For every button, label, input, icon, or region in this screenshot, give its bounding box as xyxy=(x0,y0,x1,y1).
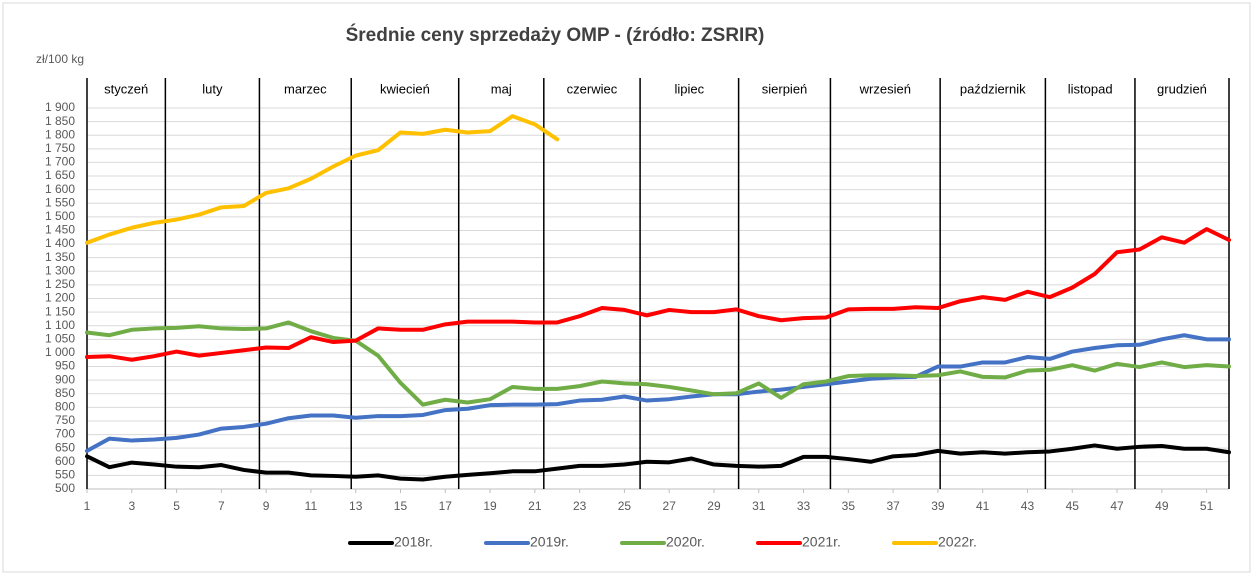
month-label: październik xyxy=(960,81,1026,96)
y-tick-label: 1 700 xyxy=(45,155,75,169)
y-tick-label: 1 050 xyxy=(45,331,75,345)
month-label: listopad xyxy=(1068,81,1113,96)
x-tick-label: 11 xyxy=(305,499,318,513)
x-tick-label: 15 xyxy=(394,499,408,513)
y-tick-label: 500 xyxy=(55,481,75,495)
month-label: sierpień xyxy=(762,81,808,96)
x-tick-label: 17 xyxy=(439,499,453,513)
month-label: czerwiec xyxy=(567,81,618,96)
x-tick-label: 49 xyxy=(1155,499,1169,513)
y-tick-label: 1 300 xyxy=(45,263,75,277)
x-tick-label: 47 xyxy=(1110,499,1124,513)
y-tick-label: 1 900 xyxy=(45,100,75,114)
legend-label: 2021r. xyxy=(802,534,841,550)
y-tick-label: 1 350 xyxy=(45,250,75,264)
x-tick-label: 19 xyxy=(483,499,497,513)
x-tick-label: 3 xyxy=(128,499,135,513)
x-tick-label: 45 xyxy=(1066,499,1080,513)
x-tick-label: 37 xyxy=(886,499,900,513)
x-tick-label: 7 xyxy=(218,499,225,513)
x-tick-label: 43 xyxy=(1021,499,1035,513)
y-tick-label: 1 650 xyxy=(45,168,75,182)
x-tick-label: 1 xyxy=(84,499,91,513)
y-tick-label: 850 xyxy=(55,386,75,400)
x-tick-label: 13 xyxy=(349,499,363,513)
series-line xyxy=(85,320,1231,407)
x-tick-label: 5 xyxy=(173,499,180,513)
x-tick-label: 41 xyxy=(976,499,990,513)
x-tick-label: 9 xyxy=(263,499,270,513)
x-tick-label: 31 xyxy=(752,499,766,513)
series-line xyxy=(85,443,1231,482)
y-tick-label: 1 250 xyxy=(45,277,75,291)
y-tick-label: 600 xyxy=(55,454,75,468)
y-tick-label: 1 100 xyxy=(45,318,75,332)
y-tick-label: 800 xyxy=(55,400,75,414)
y-tick-label: 1 150 xyxy=(45,304,75,318)
month-label: grudzień xyxy=(1157,81,1207,96)
x-tick-label: 39 xyxy=(931,499,945,513)
y-tick-label: 1 850 xyxy=(45,114,75,128)
month-label: lipiec xyxy=(675,81,705,96)
y-tick-label: 1 750 xyxy=(45,141,75,155)
legend-label: 2020r. xyxy=(666,534,705,550)
month-label: kwiecień xyxy=(380,81,430,96)
y-tick-label: 1 800 xyxy=(45,127,75,141)
y-tick-label: 900 xyxy=(55,372,75,386)
y-tick-label: 750 xyxy=(55,413,75,427)
y-tick-label: 950 xyxy=(55,359,75,373)
legend-label: 2019r. xyxy=(530,534,569,550)
y-tick-label: 1 400 xyxy=(45,236,75,250)
y-tick-label: 650 xyxy=(55,440,75,454)
y-tick-label: 1 000 xyxy=(45,345,75,359)
y-tick-label: 1 200 xyxy=(45,291,75,305)
y-tick-label: 550 xyxy=(55,468,75,482)
month-label: maj xyxy=(491,81,512,96)
x-tick-label: 35 xyxy=(842,499,856,513)
y-tick-label: 1 600 xyxy=(45,182,75,196)
y-tick-label: 1 450 xyxy=(45,223,75,237)
x-tick-label: 25 xyxy=(618,499,632,513)
x-tick-label: 27 xyxy=(663,499,677,513)
month-label: styczeń xyxy=(104,81,148,96)
x-tick-label: 21 xyxy=(528,499,542,513)
legend-label: 2022r. xyxy=(938,534,977,550)
series-line xyxy=(85,333,1231,453)
x-tick-label: 51 xyxy=(1200,499,1214,513)
y-axis-label: zł/100 kg xyxy=(36,52,84,66)
y-tick-label: 700 xyxy=(55,427,75,441)
y-tick-label: 1 550 xyxy=(45,195,75,209)
series-line xyxy=(85,114,560,245)
month-label: wrzesień xyxy=(859,81,911,96)
series-line xyxy=(85,227,1231,362)
x-tick-label: 29 xyxy=(707,499,721,513)
y-tick-label: 1 500 xyxy=(45,209,75,223)
chart-title: Średnie ceny sprzedaży OMP - (źródło: ZS… xyxy=(346,24,765,46)
month-label: luty xyxy=(202,81,223,96)
x-tick-label: 23 xyxy=(573,499,587,513)
x-tick-label: 33 xyxy=(797,499,811,513)
legend-label: 2018r. xyxy=(394,534,433,550)
month-label: marzec xyxy=(284,81,327,96)
